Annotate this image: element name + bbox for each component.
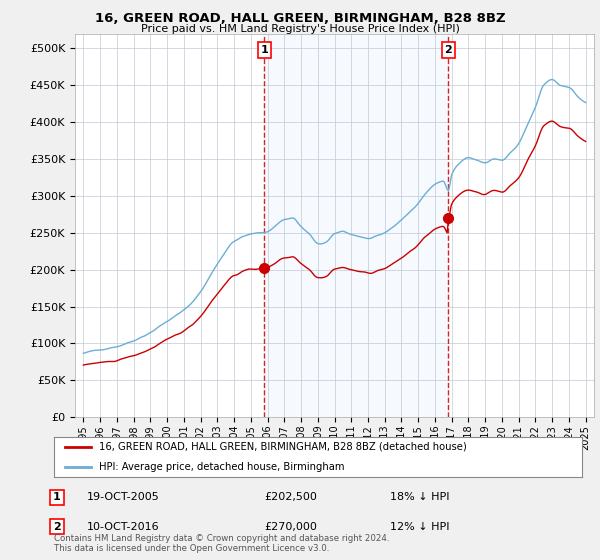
Text: 1: 1 [260, 45, 268, 55]
Text: Contains HM Land Registry data © Crown copyright and database right 2024.
This d: Contains HM Land Registry data © Crown c… [54, 534, 389, 553]
Text: 10-OCT-2016: 10-OCT-2016 [87, 521, 160, 531]
Bar [264, 34, 448, 417]
Text: 1: 1 [53, 492, 61, 502]
Text: 19-OCT-2005: 19-OCT-2005 [87, 492, 160, 502]
Text: 2: 2 [445, 45, 452, 55]
Text: 2: 2 [53, 521, 61, 531]
Text: Price paid vs. HM Land Registry's House Price Index (HPI): Price paid vs. HM Land Registry's House … [140, 24, 460, 34]
Text: HPI: Average price, detached house, Birmingham: HPI: Average price, detached house, Birm… [99, 462, 344, 472]
Text: 18% ↓ HPI: 18% ↓ HPI [390, 492, 449, 502]
Text: £202,500: £202,500 [264, 492, 317, 502]
Text: £270,000: £270,000 [264, 521, 317, 531]
Text: 16, GREEN ROAD, HALL GREEN, BIRMINGHAM, B28 8BZ (detached house): 16, GREEN ROAD, HALL GREEN, BIRMINGHAM, … [99, 442, 467, 452]
Text: 16, GREEN ROAD, HALL GREEN, BIRMINGHAM, B28 8BZ: 16, GREEN ROAD, HALL GREEN, BIRMINGHAM, … [95, 12, 505, 25]
Text: 12% ↓ HPI: 12% ↓ HPI [390, 521, 449, 531]
